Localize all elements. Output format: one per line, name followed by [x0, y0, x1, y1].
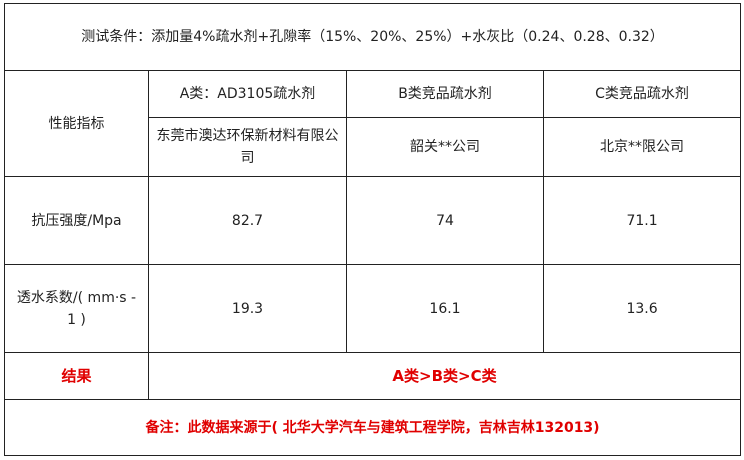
- row-label: 抗压强度/Mpa: [4, 176, 149, 265]
- row-label: 透水系数/( mm·s - 1 ): [4, 264, 149, 353]
- column-b-type: B类竞品疏水剂: [346, 70, 544, 118]
- result-value: A类>B类>C类: [147, 352, 742, 400]
- test-condition: 测试条件：添加量4%疏水剂+孔隙率（15%、20%、25%）+水灰比（0.24、…: [3, 3, 742, 71]
- cell-value: 13.6: [542, 264, 742, 353]
- table-row: 透水系数/( mm·s - 1 ) 19.3 16.1 13.6: [4, 264, 742, 353]
- column-c-company: 北京**限公司: [542, 117, 742, 177]
- metric-header: 性能指标: [4, 70, 149, 177]
- table-row: 抗压强度/Mpa 82.7 74 71.1: [4, 176, 742, 265]
- cell-value: 16.1: [346, 264, 544, 353]
- column-a-company: 东莞市澳达环保新材料有限公司: [148, 117, 347, 177]
- cell-value: 74: [346, 176, 544, 265]
- comparison-table: 测试条件：添加量4%疏水剂+孔隙率（15%、20%、25%）+水灰比（0.24、…: [3, 3, 742, 456]
- cell-value: 19.3: [148, 264, 347, 353]
- cell-value: 82.7: [148, 176, 347, 265]
- cell-value: 71.1: [542, 176, 742, 265]
- column-a-type: A类：AD3105疏水剂: [148, 70, 347, 118]
- column-b-company: 韶关**公司: [346, 117, 544, 177]
- column-c-type: C类竞品疏水剂: [542, 70, 742, 118]
- source-note: 备注：此数据来源于( 北华大学汽车与建筑工程学院，吉林吉林132013): [3, 399, 742, 456]
- result-label: 结果: [4, 352, 149, 400]
